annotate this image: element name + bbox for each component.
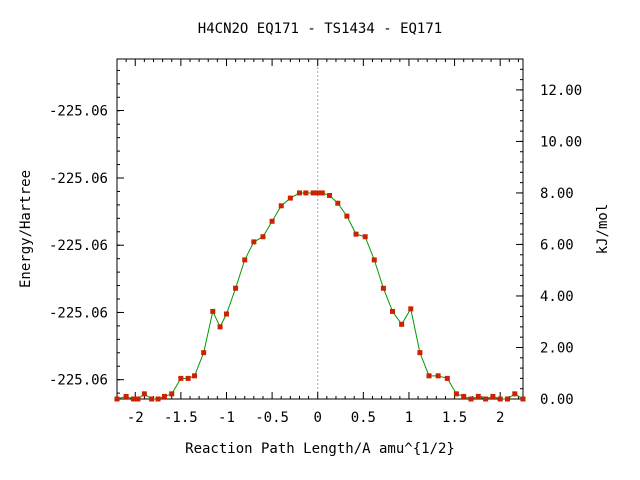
data-point bbox=[310, 190, 316, 196]
data-point bbox=[399, 321, 405, 327]
data-point bbox=[335, 200, 341, 206]
x-tick-label: 0.5 bbox=[351, 410, 376, 426]
data-point bbox=[141, 391, 147, 397]
right-tick-label: 2.00 bbox=[540, 340, 574, 356]
x-tick-label: -1 bbox=[218, 410, 235, 426]
data-point bbox=[210, 308, 216, 314]
left-axis-label: Energy/Hartree bbox=[18, 170, 34, 288]
data-point bbox=[287, 195, 293, 201]
left-tick-label: -225.06 bbox=[49, 238, 108, 254]
right-tick-label: 10.00 bbox=[540, 134, 582, 150]
data-point bbox=[408, 306, 414, 312]
data-point bbox=[303, 190, 309, 196]
data-point bbox=[444, 375, 450, 381]
right-tick-label: 0.00 bbox=[540, 392, 574, 408]
data-point bbox=[512, 391, 518, 397]
data-point bbox=[475, 393, 481, 399]
x-tick-label: -1.5 bbox=[164, 410, 198, 426]
data-point bbox=[380, 285, 386, 291]
data-point bbox=[269, 218, 275, 224]
data-point bbox=[497, 396, 503, 402]
right-tick-label: 8.00 bbox=[540, 186, 574, 202]
data-point bbox=[468, 396, 474, 402]
data-point bbox=[135, 396, 141, 402]
data-point bbox=[490, 393, 496, 399]
data-point bbox=[169, 391, 175, 397]
data-point bbox=[123, 393, 129, 399]
data-point bbox=[130, 396, 136, 402]
data-point bbox=[315, 190, 321, 196]
data-point bbox=[192, 373, 198, 379]
x-tick-label: 0 bbox=[314, 410, 322, 426]
data-point bbox=[155, 396, 161, 402]
right-axis-ticks: 0.00 2.00 4.00 6.00 8.00 10.00 12.00 bbox=[516, 58, 582, 408]
data-point bbox=[520, 396, 526, 402]
right-tick-label: 6.00 bbox=[540, 237, 574, 253]
left-tick-label: -225.06 bbox=[49, 373, 108, 389]
data-point bbox=[161, 393, 167, 399]
x-tick-label: 1 bbox=[405, 410, 413, 426]
data-point bbox=[435, 373, 441, 379]
x-tick-label: -0.5 bbox=[255, 410, 289, 426]
right-axis-label: kJ/mol bbox=[595, 204, 611, 255]
data-point bbox=[390, 308, 396, 314]
chart-title: H4CN2O EQ171 - TS1434 - EQ171 bbox=[198, 21, 442, 37]
data-point bbox=[260, 234, 266, 240]
data-point bbox=[362, 234, 368, 240]
energy-series bbox=[114, 190, 526, 402]
data-point bbox=[426, 373, 432, 379]
left-tick-label: -225.06 bbox=[49, 171, 108, 187]
data-point bbox=[483, 396, 489, 402]
plot-frame bbox=[116, 58, 524, 400]
data-point bbox=[233, 285, 239, 291]
left-axis-ticks: -225.06 -225.06 -225.06 -225.06 -225.06 bbox=[49, 69, 124, 394]
x-tick-label: -2 bbox=[127, 410, 144, 426]
data-point bbox=[201, 350, 207, 356]
data-point bbox=[344, 213, 350, 219]
right-tick-label: 12.00 bbox=[540, 83, 582, 99]
data-point bbox=[114, 396, 120, 402]
data-point bbox=[278, 203, 284, 209]
data-point bbox=[251, 239, 257, 245]
data-point bbox=[242, 257, 248, 263]
data-point bbox=[296, 190, 302, 196]
data-point bbox=[327, 193, 333, 199]
x-tick-label: 1.5 bbox=[442, 410, 467, 426]
data-point bbox=[461, 393, 467, 399]
data-point bbox=[417, 350, 423, 356]
data-point bbox=[371, 257, 377, 263]
data-point bbox=[319, 190, 325, 196]
data-point bbox=[453, 391, 459, 397]
series-line bbox=[116, 192, 524, 400]
x-tick-label: 2 bbox=[496, 410, 504, 426]
data-point bbox=[149, 396, 155, 402]
x-axis-ticks: -2 -1.5 -1 -0.5 0 0.5 1 1.5 2 bbox=[116, 59, 519, 426]
data-point bbox=[223, 311, 229, 317]
data-point bbox=[504, 396, 510, 402]
data-point bbox=[185, 375, 191, 381]
data-point bbox=[353, 231, 359, 237]
left-tick-label: -225.06 bbox=[49, 305, 108, 321]
data-point bbox=[217, 324, 223, 330]
data-point bbox=[178, 375, 184, 381]
left-tick-label: -225.06 bbox=[49, 104, 108, 120]
x-axis-label: Reaction Path Length/A amu^{1/2} bbox=[185, 441, 455, 457]
right-tick-label: 4.00 bbox=[540, 289, 574, 305]
